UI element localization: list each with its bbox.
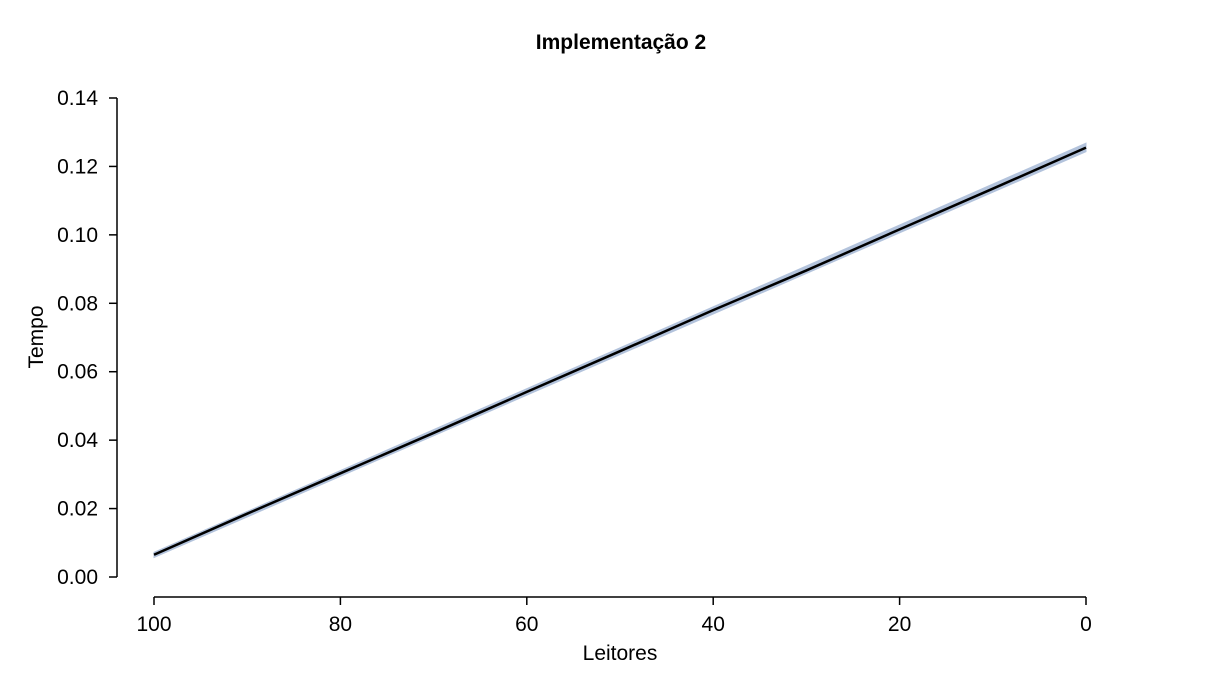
y-tick-label: 0.14 xyxy=(57,87,98,110)
chart-title: Implementação 2 xyxy=(536,31,706,54)
x-tick-label: 40 xyxy=(702,613,725,636)
y-axis: 0.00 0.02 0.04 0.06 0.08 0.10 0.12 0.14 xyxy=(57,87,118,589)
y-tick-label: 0.00 xyxy=(57,566,98,589)
y-tick-label: 0.04 xyxy=(57,429,98,452)
y-tick-label: 0.12 xyxy=(57,155,98,178)
y-tick-label: 0.08 xyxy=(57,292,98,315)
x-tick-label: 20 xyxy=(888,613,911,636)
series-line-group xyxy=(153,146,1087,556)
y-tick-label: 0.02 xyxy=(57,498,98,521)
x-tick-label: 60 xyxy=(515,613,538,636)
y-tick-label: 0.10 xyxy=(57,224,98,247)
x-axis: 100 80 60 40 20 0 xyxy=(136,596,1092,636)
y-axis-title: Tempo xyxy=(25,305,48,368)
mean-line xyxy=(153,146,1087,556)
x-tick-label: 80 xyxy=(329,613,352,636)
x-axis-title: Leitores xyxy=(583,642,658,665)
y-tick-label: 0.06 xyxy=(57,361,98,384)
x-tick-label: 100 xyxy=(136,613,171,636)
x-tick-label: 0 xyxy=(1080,613,1092,636)
